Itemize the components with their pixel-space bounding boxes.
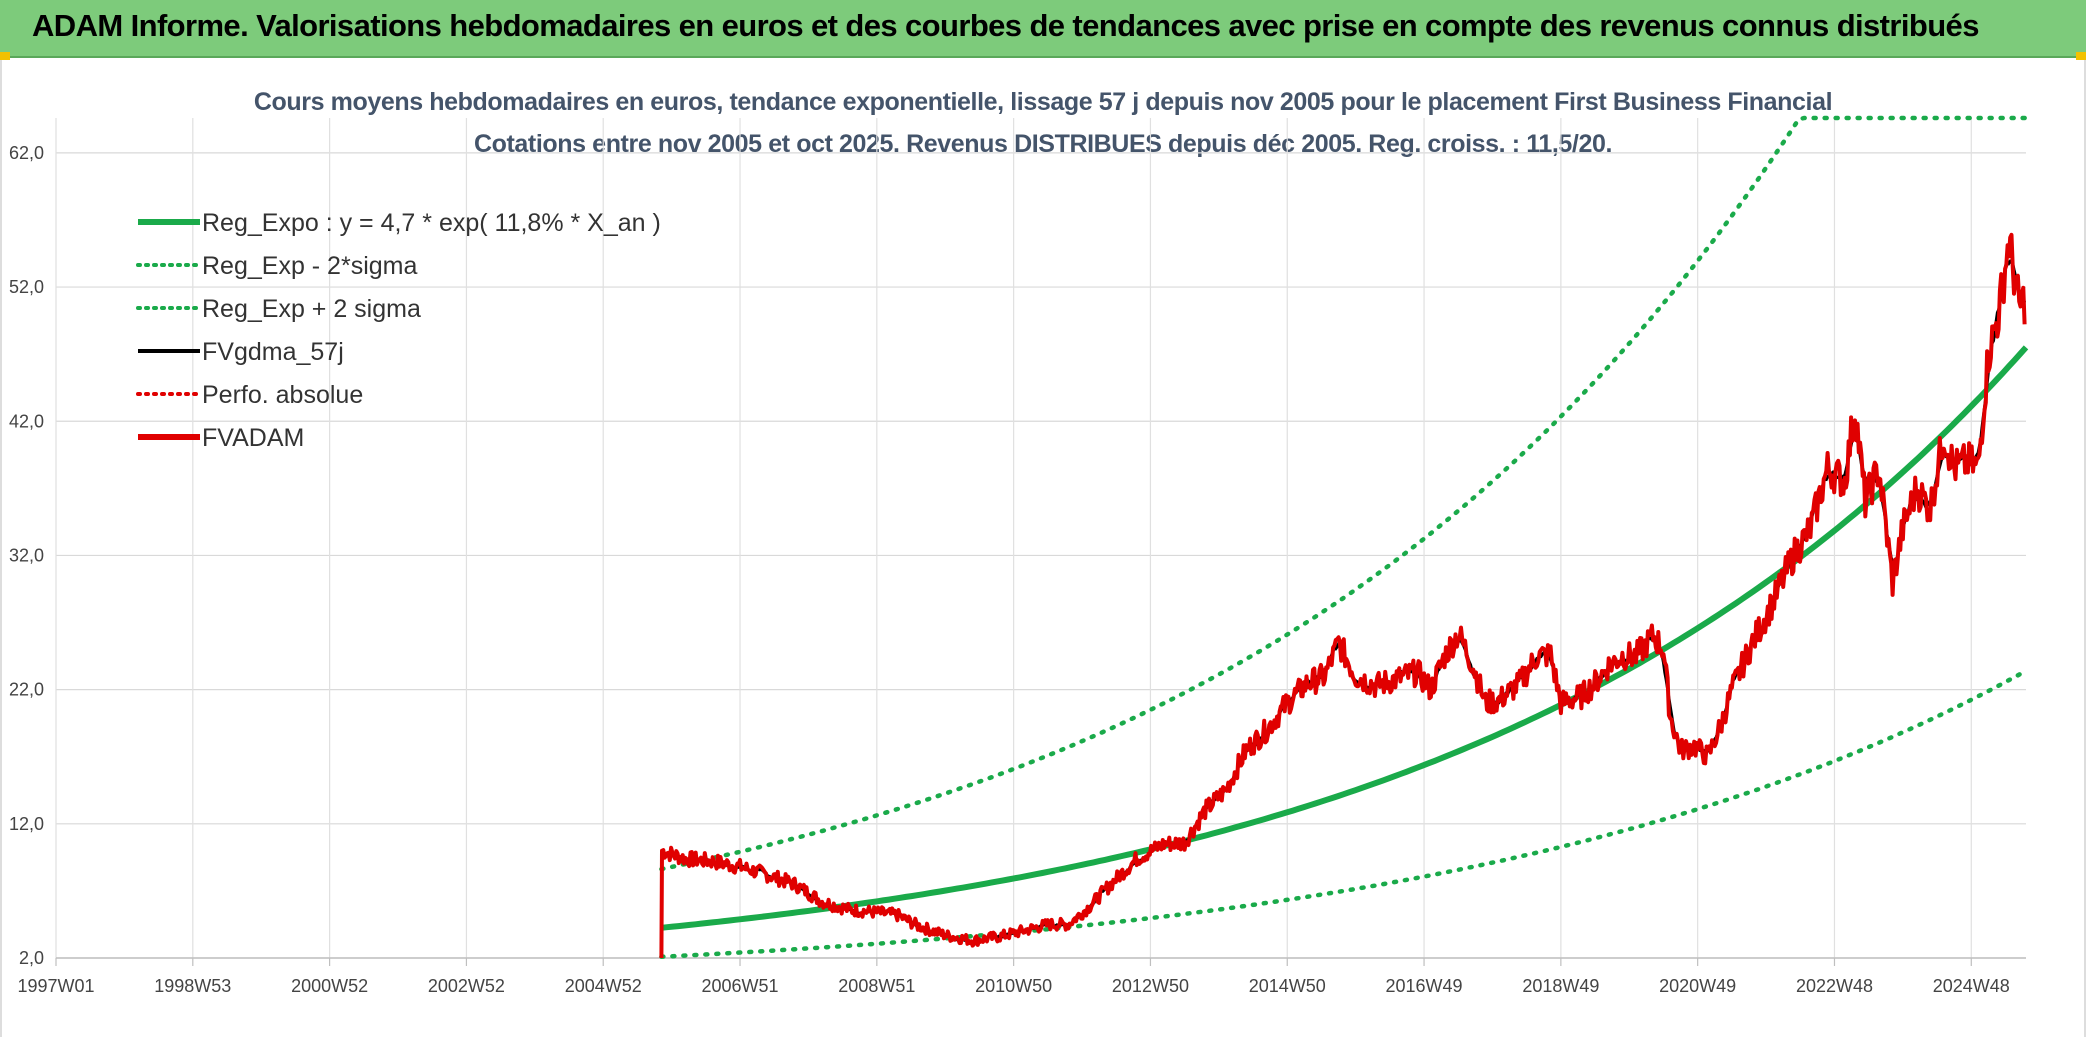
legend-item: Reg_Exp - 2*sigma: [136, 252, 417, 280]
legend-item: Reg_Exp + 2 sigma: [136, 295, 421, 323]
y-tick-label: 12,0: [9, 814, 44, 834]
x-tick-label: 2010W50: [975, 976, 1052, 996]
legend-label: FVADAM: [202, 424, 304, 452]
x-tick-label: 2000W52: [291, 976, 368, 996]
x-tick-label: 2024W48: [1933, 976, 2010, 996]
x-tick-label: 2022W48: [1796, 976, 1873, 996]
y-tick-label: 22,0: [9, 680, 44, 700]
y-tick-label: 32,0: [9, 545, 44, 565]
frame-left-border: [0, 58, 2, 1037]
legend-label: Reg_Expo : y = 4,7 * exp( 11,8% * X_an ): [202, 209, 661, 237]
x-tick-label: 2016W49: [1386, 976, 1463, 996]
x-tick-label: 2004W52: [565, 976, 642, 996]
x-tick-label: 2002W52: [428, 976, 505, 996]
x-tick-label: 1997W01: [17, 976, 94, 996]
legend-label: FVgdma_57j: [202, 338, 344, 366]
legend-label: Reg_Exp + 2 sigma: [202, 295, 421, 323]
reg-exp-minus-2-sigma-line: [659, 668, 2029, 959]
legend-label: Perfo. absolue: [202, 381, 363, 409]
reg-exp-plus-2-sigma-line: [659, 115, 2029, 872]
legend-label: Reg_Exp - 2*sigma: [202, 252, 417, 280]
x-tick-label: 2008W51: [838, 976, 915, 996]
x-tick-label: 2018W49: [1522, 976, 1599, 996]
report-banner: ADAM Informe. Valorisations hebdomadaire…: [0, 0, 2086, 58]
y-tick-label: 2,0: [19, 948, 44, 968]
x-axis-labels: 1997W01 1998W53 2000W52 2002W52 2004W52 2006W…: [17, 976, 2009, 996]
chart-title: Cours moyens hebdomadaires en euros, ten…: [253, 88, 1833, 116]
x-tick-label: 1998W53: [154, 976, 231, 996]
report-title: ADAM Informe. Valorisations hebdomadaire…: [32, 8, 1979, 43]
legend-item: Perfo. absolue: [136, 381, 363, 409]
x-tick-label: 2012W50: [1112, 976, 1189, 996]
fvgdma-57j-line: [661, 259, 2027, 944]
y-tick-label: 42,0: [9, 411, 44, 431]
legend-item: FVADAM: [138, 424, 304, 452]
y-tick-label: 62,0: [9, 143, 44, 163]
fvadam-line: [659, 232, 2027, 959]
x-gridlines: [55, 118, 1972, 966]
y-tick-label: 52,0: [9, 277, 44, 297]
x-tick-label: 2006W51: [701, 976, 778, 996]
x-tick-label: 2020W49: [1659, 976, 1736, 996]
frame-corner-right: [2076, 52, 2086, 60]
frame-right-border: [2084, 58, 2086, 1037]
legend: Reg_Expo : y = 4,7 * exp( 11,8% * X_an )…: [136, 209, 661, 452]
legend-item: Reg_Expo : y = 4,7 * exp( 11,8% * X_an ): [138, 209, 661, 237]
y-axis-labels: 2,0 12,0 22,0 32,0 42,0 52,0 62,0: [9, 143, 44, 968]
frame-corner-left: [0, 52, 10, 60]
legend-item: FVgdma_57j: [138, 338, 344, 366]
x-tick-label: 2014W50: [1249, 976, 1326, 996]
series-group: [659, 115, 2029, 959]
